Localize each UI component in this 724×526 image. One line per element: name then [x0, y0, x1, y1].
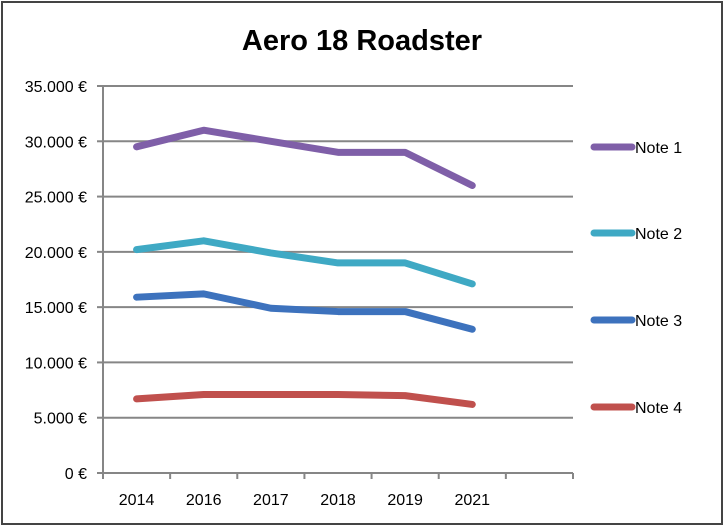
series-1 — [133, 126, 476, 190]
y-tick-label: 10.000 € — [25, 355, 87, 372]
x-tick-label: 2019 — [387, 492, 423, 509]
x-tick-label: 2018 — [320, 492, 356, 509]
x-tick-label: 2021 — [454, 492, 490, 509]
legend-label: Note 4 — [635, 400, 682, 417]
legend-label: Note 2 — [635, 226, 682, 243]
series-line — [133, 126, 476, 190]
x-tick-label: 2017 — [253, 492, 289, 509]
y-tick-label: 20.000 € — [25, 245, 87, 262]
series-line — [133, 237, 476, 288]
legend-label: Note 1 — [635, 140, 682, 157]
series-2 — [133, 237, 476, 288]
series-line — [133, 290, 476, 333]
series-line — [133, 390, 476, 408]
series-3 — [133, 290, 476, 333]
y-tick-label: 35.000 € — [25, 79, 87, 96]
y-tick-label: 30.000 € — [25, 134, 87, 151]
series-4 — [133, 390, 476, 408]
y-tick-label: 15.000 € — [25, 300, 87, 317]
legend-label: Note 3 — [635, 313, 682, 330]
x-tick-label: 2016 — [186, 492, 222, 509]
y-tick-label: 25.000 € — [25, 190, 87, 207]
y-tick-label: 0 € — [65, 466, 87, 483]
y-tick-label: 5.000 € — [34, 411, 87, 428]
x-tick-label: 2014 — [119, 492, 155, 509]
chart-title: Aero 18 Roadster — [242, 25, 482, 57]
